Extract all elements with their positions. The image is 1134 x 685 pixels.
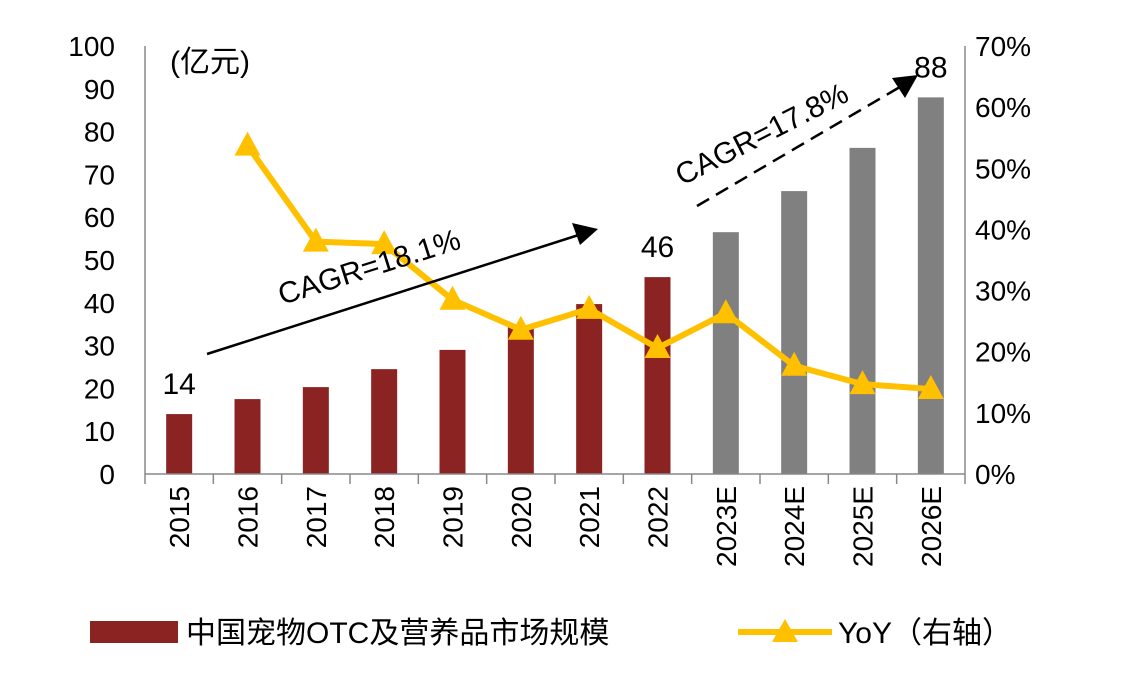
right-tick-label: 60% [975,92,1031,123]
bar-2018 [371,369,398,474]
bar-2017 [302,387,329,474]
cagr-arrow-historical [206,230,589,356]
cagr-label-historical: CAGR=18.1% [274,223,464,311]
yoy-point-2023E [712,299,739,324]
x-tick-label: 2020 [506,486,537,548]
cagr-arrow-forecast [696,82,906,208]
yoy-point-2025E [849,370,876,395]
right-tick-label: 40% [975,214,1031,245]
arrowhead-icon [892,75,918,98]
right-tick-label: 0% [975,459,1015,490]
x-tick-label: 2023E [711,486,742,567]
bar-2026E [917,97,944,475]
left-tick-label: 60 [84,202,115,233]
data-label-2015: 14 [162,368,195,401]
left-tick-label: 20 [84,373,115,404]
yoy-point-2024E [781,351,808,376]
bar-2015 [166,414,193,474]
x-tick-label: 2018 [369,486,400,548]
yoy-point-2022 [644,334,671,359]
cagr-label-forecast: CAGR=17.8% [670,77,854,192]
right-tick-label: 50% [975,153,1031,184]
right-tick-label: 30% [975,276,1031,307]
legend-swatch-bar [90,621,178,643]
legend-marker [772,619,798,642]
bars [166,97,944,475]
left-tick-label: 40 [84,288,115,319]
x-tick-label: 2016 [233,486,264,548]
bar-2024E [781,191,808,475]
yoy-point-2017 [302,227,329,252]
x-tick-label: 2025E [848,486,879,567]
bar-2019 [439,349,466,474]
yoy-point-2016 [234,131,261,156]
left-tick-label: 90 [84,74,115,105]
bar-2023E [712,232,739,474]
left-tick-label: 30 [84,331,115,362]
bar-2022 [644,277,671,474]
yoy-point-2018 [371,230,398,255]
right-tick-label: 10% [975,398,1031,429]
x-tick-label: 2019 [438,486,469,548]
bar-2016 [234,399,261,474]
yoy-point-2019 [439,285,466,310]
x-tick-label: 2017 [301,486,332,548]
x-tick-label: 2024E [779,486,810,567]
legend-label-line: YoY（右轴） [838,617,1012,650]
left-tick-label: 80 [84,117,115,148]
yoy-line [234,131,944,400]
data-label-2022: 46 [641,231,674,264]
x-tick-label: 2021 [574,486,605,548]
yoy-point-2026E [917,375,944,400]
yoy-point-2021 [576,294,603,319]
bar-2021 [576,304,603,474]
left-tick-label: 10 [84,416,115,447]
x-tick-label: 2015 [164,486,195,548]
legend-label-bar: 中国宠物OTC及营养品市场规模 [186,617,609,650]
right-tick-label: 20% [975,337,1031,368]
left-tick-label: 0 [99,459,115,490]
yoy-point-2020 [507,315,534,340]
x-tick-label: 2026E [916,486,947,567]
bar-2020 [507,327,534,474]
left-tick-label: 70 [84,159,115,190]
left-tick-label: 50 [84,245,115,276]
axes: 0 10 20 30 40 50 60 70 80 90 100 0% 10% 20% 30% 40% 50% 6… [68,31,1031,567]
left-tick-label: 100 [68,31,115,62]
right-tick-label: 70% [975,31,1031,62]
data-label-2026E: 88 [914,51,947,84]
unit-label: (亿元) [170,46,250,79]
bar-2025E [849,147,876,474]
x-tick-label: 2022 [643,486,674,548]
legend: 中国宠物OTC及营养品市场规模 YoY（右轴） [90,617,1012,650]
arrowhead-icon [572,223,598,245]
